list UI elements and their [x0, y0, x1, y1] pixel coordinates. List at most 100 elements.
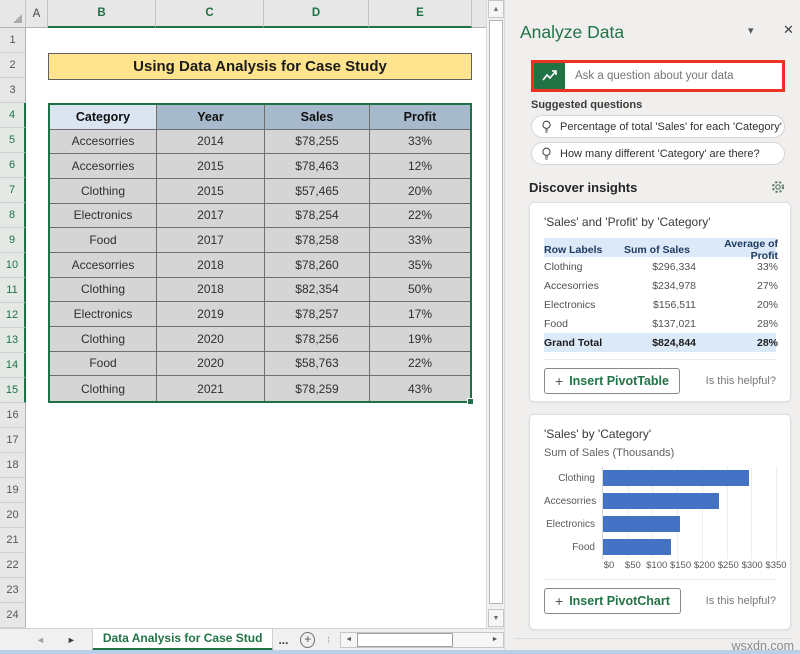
table-cell[interactable]: Electronics	[50, 203, 157, 229]
table-cell[interactable]: 19%	[370, 326, 470, 352]
column-header-C[interactable]: C	[156, 0, 264, 28]
row-header-24[interactable]: 24	[0, 603, 26, 628]
prev-sheet-arrow-icon[interactable]: ◄	[36, 634, 45, 645]
table-cell[interactable]: Food	[50, 351, 157, 377]
row-header-14[interactable]: 14	[0, 353, 26, 378]
table-cell[interactable]: $78,260	[265, 252, 370, 278]
row-header-7[interactable]: 7	[0, 178, 26, 203]
table-header-cell[interactable]: Year	[157, 105, 265, 130]
table-header-cell[interactable]: Sales	[265, 105, 370, 130]
ask-question-input[interactable]: Ask a question about your data	[531, 60, 785, 92]
table-cell[interactable]: 2021	[157, 376, 265, 401]
table-cell[interactable]: $78,259	[265, 376, 370, 401]
table-cell[interactable]: 22%	[370, 351, 470, 377]
row-header-21[interactable]: 21	[0, 528, 26, 553]
table-cell[interactable]: 2017	[157, 228, 265, 253]
vertical-scroll-thumb[interactable]	[489, 20, 503, 604]
row-header-9[interactable]: 9	[0, 228, 26, 253]
row-header-4[interactable]: 4	[0, 103, 26, 128]
table-cell[interactable]: $57,465	[265, 178, 370, 204]
table-cell[interactable]: 2019	[157, 302, 265, 327]
table-cell[interactable]: 2017	[157, 203, 265, 229]
row-header-13[interactable]: 13	[0, 328, 26, 353]
suggested-question-1[interactable]: Percentage of total 'Sales' for each 'Ca…	[531, 115, 785, 138]
table-cell[interactable]: 12%	[370, 154, 470, 179]
table-cell[interactable]: $78,255	[265, 129, 370, 155]
scroll-right-button[interactable]: ►	[487, 632, 503, 647]
table-cell[interactable]: $78,254	[265, 203, 370, 229]
insert-pivottable-button[interactable]: + Insert PivotTable	[544, 368, 680, 394]
row-header-3[interactable]: 3	[0, 78, 26, 103]
row-header-8[interactable]: 8	[0, 203, 26, 228]
row-header-11[interactable]: 11	[0, 278, 26, 303]
table-cell[interactable]: Clothing	[50, 277, 157, 303]
vertical-scrollbar[interactable]: ▲ ▼	[486, 0, 504, 628]
row-header-15[interactable]: 15	[0, 378, 26, 403]
table-cell[interactable]: Clothing	[50, 178, 157, 204]
sheet-grid[interactable]: Using Data Analysis for Case Study Categ…	[26, 28, 486, 628]
table-cell[interactable]: Clothing	[50, 326, 157, 352]
row-header-12[interactable]: 12	[0, 303, 26, 328]
table-cell[interactable]: Accesorries	[50, 129, 157, 155]
table-cell[interactable]: 17%	[370, 302, 470, 327]
next-sheet-arrow-icon[interactable]: ►	[66, 634, 76, 645]
table-cell[interactable]: 2020	[157, 326, 265, 352]
row-header-5[interactable]: 5	[0, 128, 26, 153]
table-cell[interactable]: $78,257	[265, 302, 370, 327]
table-header-cell[interactable]: Profit	[370, 105, 470, 130]
select-all-corner[interactable]	[0, 0, 26, 28]
chart-bar[interactable]	[603, 539, 671, 555]
row-header-16[interactable]: 16	[0, 403, 26, 428]
row-header-18[interactable]: 18	[0, 453, 26, 478]
is-this-helpful-link[interactable]: Is this helpful?	[705, 375, 776, 387]
table-cell[interactable]: 35%	[370, 252, 470, 278]
column-header-E[interactable]: E	[369, 0, 472, 28]
row-header-10[interactable]: 10	[0, 253, 26, 278]
chart-bar[interactable]	[603, 493, 720, 509]
chart-bar[interactable]	[603, 516, 681, 532]
close-icon[interactable]: ✕	[783, 22, 794, 37]
table-cell[interactable]: 2020	[157, 351, 265, 377]
row-header-6[interactable]: 6	[0, 153, 26, 178]
table-cell[interactable]: Food	[50, 228, 157, 253]
table-cell[interactable]: $58,763	[265, 351, 370, 377]
row-header-22[interactable]: 22	[0, 553, 26, 578]
table-cell[interactable]: Clothing	[50, 376, 157, 401]
gear-icon[interactable]	[771, 180, 785, 199]
chart-bar[interactable]	[603, 470, 750, 486]
table-cell[interactable]: Electronics	[50, 302, 157, 327]
table-cell[interactable]: $78,463	[265, 154, 370, 179]
chevron-down-icon[interactable]: ▾	[748, 25, 754, 37]
row-header-23[interactable]: 23	[0, 578, 26, 603]
row-header-2[interactable]: 2	[0, 53, 26, 78]
row-header-1[interactable]: 1	[0, 28, 26, 53]
table-header-cell[interactable]: Category	[50, 105, 157, 130]
table-cell[interactable]: 33%	[370, 129, 470, 155]
column-header-A[interactable]: A	[26, 0, 48, 28]
table-cell[interactable]: 22%	[370, 203, 470, 229]
row-header-20[interactable]: 20	[0, 503, 26, 528]
column-header-B[interactable]: B	[48, 0, 156, 28]
scroll-left-button[interactable]: ◄	[340, 632, 357, 647]
scroll-up-button[interactable]: ▲	[488, 0, 504, 18]
horizontal-scrollbar[interactable]: ◄ ►	[339, 631, 504, 648]
row-header-17[interactable]: 17	[0, 428, 26, 453]
selection-fill-handle[interactable]	[467, 398, 474, 405]
suggested-question-2[interactable]: How many different 'Category' are there?	[531, 142, 785, 165]
table-cell[interactable]: $78,258	[265, 228, 370, 253]
insert-pivotchart-button[interactable]: + Insert PivotChart	[544, 588, 681, 614]
is-this-helpful-link[interactable]: Is this helpful?	[705, 595, 776, 607]
column-header-D[interactable]: D	[264, 0, 369, 28]
table-cell[interactable]: 33%	[370, 228, 470, 253]
table-cell[interactable]: $78,256	[265, 326, 370, 352]
horizontal-scroll-thumb[interactable]	[356, 632, 453, 647]
table-cell[interactable]: 2014	[157, 129, 265, 155]
table-cell[interactable]: 2015	[157, 154, 265, 179]
table-cell[interactable]: 50%	[370, 277, 470, 303]
table-cell[interactable]: 2018	[157, 277, 265, 303]
sheet-tab-active[interactable]: Data Analysis for Case Stud	[91, 628, 274, 651]
table-cell[interactable]: 2018	[157, 252, 265, 278]
table-cell[interactable]: $82,354	[265, 277, 370, 303]
table-cell[interactable]: Accesorries	[50, 252, 157, 278]
table-cell[interactable]: 20%	[370, 178, 470, 204]
